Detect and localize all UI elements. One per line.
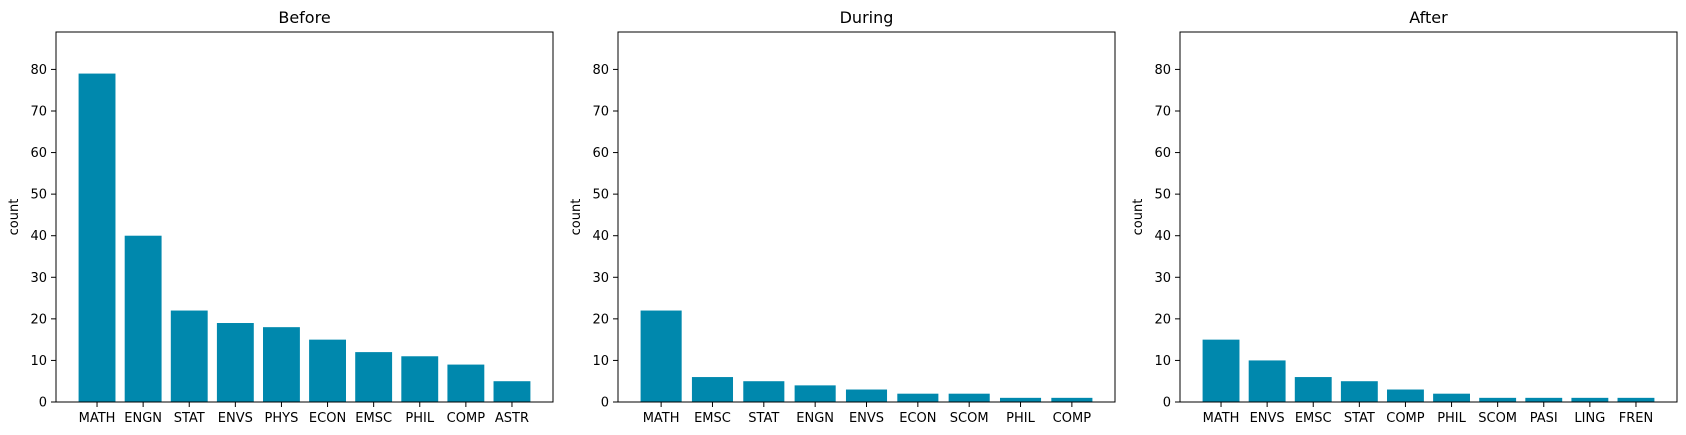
x-tick-label: PHIL <box>405 411 434 426</box>
chart-panel-after: After count 0 10 20 30 40 50 60 70 80 MATH ENVS EMSC S… <box>1131 8 1678 426</box>
y-tick-label: 80 <box>1154 63 1171 78</box>
bar-fren <box>1617 397 1655 402</box>
y-tick-label: 0 <box>39 396 47 411</box>
plot-frame <box>617 31 1116 403</box>
bar-stat <box>743 381 785 402</box>
bar-phil <box>1433 393 1470 402</box>
y-tick-label: 30 <box>592 271 609 286</box>
x-tick-label: FREN <box>1619 411 1653 426</box>
x-tick-label: ENVS <box>849 411 884 426</box>
y-tick-label: 20 <box>30 312 47 327</box>
bar-engn <box>794 385 836 402</box>
x-tick-label: EMSC <box>1295 411 1332 426</box>
y-tick-label: 20 <box>592 312 609 327</box>
bar-pasi <box>1525 397 1563 402</box>
y-tick-label: 40 <box>30 229 47 244</box>
y-tick-label: 60 <box>1154 146 1171 161</box>
x-tick-label: PHIL <box>1006 411 1035 426</box>
y-axis-label: count <box>1131 199 1146 236</box>
bar-math <box>640 310 682 402</box>
x-tick-label: PHYS <box>265 411 299 426</box>
x-tick-label: PASI <box>1530 411 1558 426</box>
bar-emsc <box>1294 377 1332 402</box>
x-tick-label: SCOM <box>1478 411 1517 426</box>
bar-envs <box>216 323 254 402</box>
x-tick-label: STAT <box>174 411 205 426</box>
y-tick-label: 20 <box>1154 312 1171 327</box>
x-tick-label: MATH <box>643 411 680 426</box>
bar-comp <box>1387 389 1424 402</box>
x-tick-label: COMP <box>447 411 486 426</box>
chart-title: Before <box>278 8 330 27</box>
y-tick-label: 10 <box>1154 354 1171 369</box>
plot-frame <box>1179 31 1678 403</box>
bar-math <box>1202 339 1240 402</box>
y-tick-label: 70 <box>592 104 609 119</box>
x-tick-label: LING <box>1574 411 1605 426</box>
bar-stat <box>1340 381 1378 402</box>
x-tick-label: ENVS <box>218 411 253 426</box>
bar-stat <box>170 310 208 402</box>
y-axis-label: count <box>569 199 584 236</box>
y-tick-label: 10 <box>592 354 609 369</box>
y-tick-label: 0 <box>601 396 609 411</box>
y-tick-label: 60 <box>592 146 609 161</box>
x-tick-label: ENGN <box>796 411 834 426</box>
x-tick-label: EMSC <box>355 411 392 426</box>
plot-frame <box>55 31 554 403</box>
bar-ling <box>1571 397 1609 402</box>
x-tick-label: ENVS <box>1250 411 1285 426</box>
bar-phil <box>401 356 439 402</box>
bar-scom <box>948 393 990 402</box>
bar-emsc <box>355 352 393 402</box>
y-tick-label: 50 <box>592 188 609 203</box>
y-tick-label: 70 <box>1154 104 1171 119</box>
y-tick-label: 0 <box>1163 396 1171 411</box>
bar-engn <box>124 235 162 402</box>
y-tick-label: 50 <box>30 188 47 203</box>
y-tick-label: 30 <box>30 271 47 286</box>
chart-panel-during: During count 0 10 20 30 40 50 60 70 80 MATH EMSC STAT… <box>569 8 1116 426</box>
bar-envs <box>845 389 888 402</box>
y-axis-label: count <box>7 199 22 236</box>
bar-comp <box>447 364 485 402</box>
bar-econ <box>897 393 939 402</box>
y-tick-label: 80 <box>592 63 609 78</box>
y-tick-label: 10 <box>30 354 47 369</box>
y-tick-label: 80 <box>30 63 47 78</box>
x-tick-label: COMP <box>1053 411 1092 426</box>
bar-astr <box>493 381 531 402</box>
bar-phil <box>999 397 1042 402</box>
y-tick-label: 70 <box>30 104 47 119</box>
x-tick-label: MATH <box>1203 411 1240 426</box>
bar-emsc <box>691 377 734 402</box>
x-tick-label: ASTR <box>495 411 529 426</box>
x-tick-label: SCOM <box>950 411 989 426</box>
bar-comp <box>1051 397 1093 402</box>
y-tick-label: 40 <box>592 229 609 244</box>
chart-panel-before: Before count 0 10 20 30 40 50 60 70 80 MATH ENGN STAT… <box>7 8 554 426</box>
bar-math <box>78 73 116 403</box>
bar-scom <box>1479 397 1517 402</box>
x-tick-label: EMSC <box>694 411 731 426</box>
y-tick-label: 40 <box>1154 229 1171 244</box>
x-tick-label: ECON <box>309 411 346 426</box>
y-tick-label: 50 <box>1154 188 1171 203</box>
x-tick-label: ENGN <box>124 411 162 426</box>
x-tick-label: COMP <box>1386 411 1425 426</box>
bar-phys <box>263 327 300 402</box>
bar-envs <box>1248 360 1286 402</box>
chart-title: During <box>840 8 894 27</box>
x-tick-label: STAT <box>1344 411 1375 426</box>
x-tick-label: STAT <box>748 411 779 426</box>
x-tick-label: ECON <box>899 411 936 426</box>
chart-title: After <box>1409 8 1448 27</box>
y-tick-label: 30 <box>1154 271 1171 286</box>
y-tick-label: 60 <box>30 146 47 161</box>
bar-econ <box>309 339 346 402</box>
x-tick-label: PHIL <box>1437 411 1466 426</box>
x-tick-label: MATH <box>79 411 116 426</box>
